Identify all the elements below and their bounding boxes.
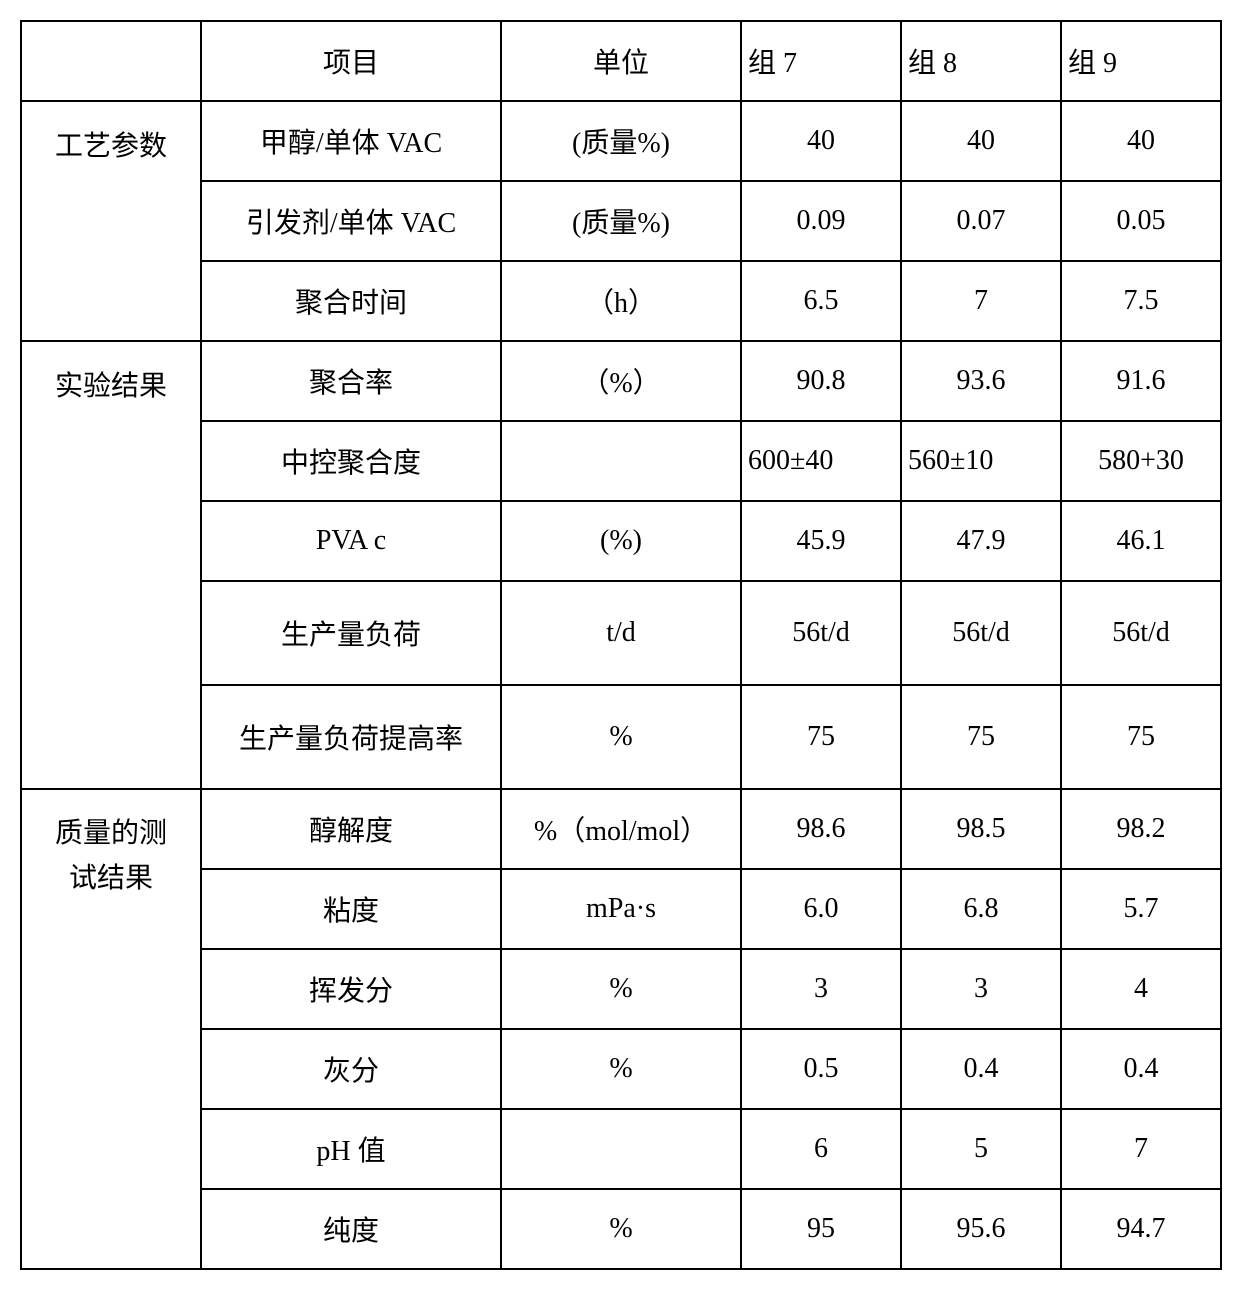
cell-g7: 6.0 [741,869,901,949]
cell-g7: 600±40 [741,421,901,501]
cell-unit: % [501,949,741,1029]
cell-g9: 0.05 [1061,181,1221,261]
cell-item: 纯度 [201,1189,501,1269]
cell-unit: % [501,1029,741,1109]
cell-item: 挥发分 [201,949,501,1029]
header-group-8: 组 8 [901,21,1061,101]
cell-unit [501,421,741,501]
cell-item: 聚合率 [201,341,501,421]
section-label-quality-test-results: 质量的测 试结果 [21,789,201,1269]
cell-g8: 75 [901,685,1061,789]
section-label-line-2: 试结果 [69,863,153,894]
cell-g9: 0.4 [1061,1029,1221,1109]
cell-g9: 5.7 [1061,869,1221,949]
cell-unit: (质量%) [501,101,741,181]
cell-g8: 6.8 [901,869,1061,949]
cell-item: 醇解度 [201,789,501,869]
cell-g7: 98.6 [741,789,901,869]
data-table: 项目 单位 组 7 组 8 组 9 工艺参数 甲醇/单体 VAC (质量%) 4… [20,20,1222,1270]
cell-g7: 6 [741,1109,901,1189]
cell-g9: 7 [1061,1109,1221,1189]
cell-g7: 6.5 [741,261,901,341]
section-label-line-1: 质量的测 [55,818,167,849]
cell-g9: 4 [1061,949,1221,1029]
cell-item: 生产量负荷提高率 [201,685,501,789]
table-row: 灰分 % 0.5 0.4 0.4 [21,1029,1221,1109]
header-unit: 单位 [501,21,741,101]
cell-g8: 40 [901,101,1061,181]
table-row: 生产量负荷提高率 % 75 75 75 [21,685,1221,789]
cell-g8: 0.4 [901,1029,1061,1109]
cell-unit: （h） [501,261,741,341]
table-row: 挥发分 % 3 3 4 [21,949,1221,1029]
cell-unit: (质量%) [501,181,741,261]
cell-g9: 91.6 [1061,341,1221,421]
cell-item: 引发剂/单体 VAC [201,181,501,261]
header-group-7: 组 7 [741,21,901,101]
table-row: 工艺参数 甲醇/单体 VAC (质量%) 40 40 40 [21,101,1221,181]
table-row: 引发剂/单体 VAC (质量%) 0.09 0.07 0.05 [21,181,1221,261]
cell-item: PVA c [201,501,501,581]
cell-g7: 40 [741,101,901,181]
cell-g7: 75 [741,685,901,789]
table-row: 生产量负荷 t/d 56t/d 56t/d 56t/d [21,581,1221,685]
table-row: 粘度 mPa·s 6.0 6.8 5.7 [21,869,1221,949]
cell-g9: 75 [1061,685,1221,789]
table-row: 实验结果 聚合率 （%） 90.8 93.6 91.6 [21,341,1221,421]
cell-unit: %（mol/mol） [501,789,741,869]
cell-g8: 56t/d [901,581,1061,685]
cell-unit: （%） [501,341,741,421]
section-label-experiment-results: 实验结果 [21,341,201,789]
header-item: 项目 [201,21,501,101]
cell-unit: % [501,685,741,789]
cell-g7: 90.8 [741,341,901,421]
cell-g7: 0.09 [741,181,901,261]
table-row: 纯度 % 95 95.6 94.7 [21,1189,1221,1269]
cell-g9: 580+30 [1061,421,1221,501]
cell-item: 中控聚合度 [201,421,501,501]
cell-g9: 46.1 [1061,501,1221,581]
header-group-9: 组 9 [1061,21,1221,101]
cell-g8: 5 [901,1109,1061,1189]
cell-g7: 0.5 [741,1029,901,1109]
cell-item: 生产量负荷 [201,581,501,685]
table-row: 质量的测 试结果 醇解度 %（mol/mol） 98.6 98.5 98.2 [21,789,1221,869]
table-row: 中控聚合度 600±40 560±10 580+30 [21,421,1221,501]
cell-g8: 47.9 [901,501,1061,581]
cell-unit: (%) [501,501,741,581]
cell-g7: 3 [741,949,901,1029]
cell-item: 甲醇/单体 VAC [201,101,501,181]
cell-unit: mPa·s [501,869,741,949]
cell-g8: 0.07 [901,181,1061,261]
cell-unit: t/d [501,581,741,685]
cell-g8: 95.6 [901,1189,1061,1269]
cell-item: 粘度 [201,869,501,949]
table-row: 聚合时间 （h） 6.5 7 7.5 [21,261,1221,341]
cell-g9: 56t/d [1061,581,1221,685]
cell-item: 灰分 [201,1029,501,1109]
cell-unit [501,1109,741,1189]
cell-g9: 40 [1061,101,1221,181]
cell-g8: 3 [901,949,1061,1029]
cell-unit: % [501,1189,741,1269]
section-label-process-params: 工艺参数 [21,101,201,341]
cell-g8: 98.5 [901,789,1061,869]
table-header-row: 项目 单位 组 7 组 8 组 9 [21,21,1221,101]
cell-item: 聚合时间 [201,261,501,341]
cell-g7: 95 [741,1189,901,1269]
cell-g7: 45.9 [741,501,901,581]
cell-g8: 560±10 [901,421,1061,501]
header-blank [21,21,201,101]
cell-g9: 94.7 [1061,1189,1221,1269]
cell-g9: 7.5 [1061,261,1221,341]
cell-g7: 56t/d [741,581,901,685]
cell-item: pH 值 [201,1109,501,1189]
table-row: PVA c (%) 45.9 47.9 46.1 [21,501,1221,581]
cell-g8: 93.6 [901,341,1061,421]
table-row: pH 值 6 5 7 [21,1109,1221,1189]
cell-g9: 98.2 [1061,789,1221,869]
cell-g8: 7 [901,261,1061,341]
